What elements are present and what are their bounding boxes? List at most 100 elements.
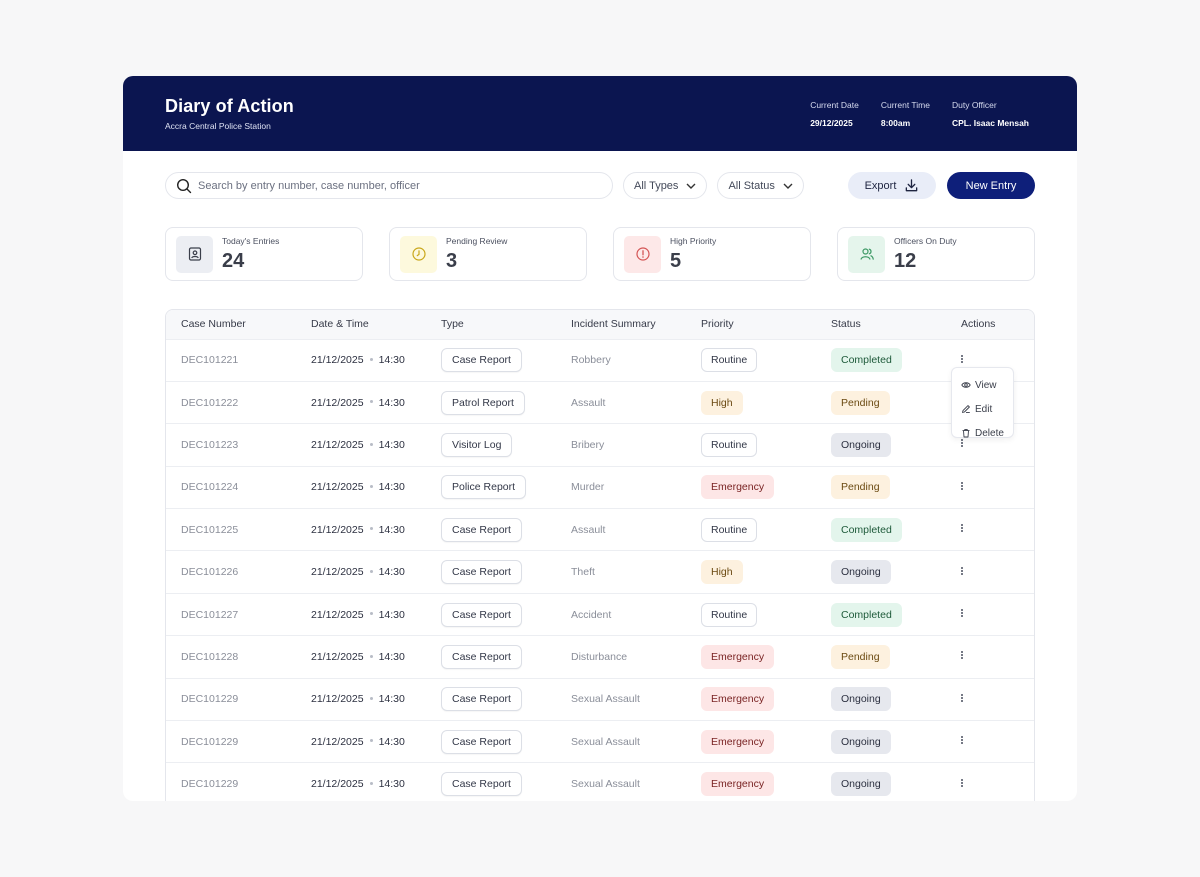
entry-date: 21/12/2025 bbox=[311, 650, 364, 663]
actions-cell bbox=[946, 677, 1034, 721]
case-number: DEC101227 bbox=[166, 592, 296, 636]
entry-date: 21/12/2025 bbox=[311, 481, 364, 494]
incident-summary: Sexual Assault bbox=[556, 677, 686, 721]
more-vertical-icon[interactable] bbox=[961, 354, 963, 364]
more-vertical-icon[interactable] bbox=[961, 650, 963, 660]
status-filter[interactable]: All Status bbox=[717, 172, 804, 199]
status-badge: Ongoing bbox=[831, 687, 891, 712]
column-header[interactable]: Type bbox=[441, 318, 464, 331]
type-cell: Case Report bbox=[426, 720, 556, 763]
search-input[interactable] bbox=[198, 179, 578, 192]
type-filter[interactable]: All Types bbox=[623, 172, 708, 199]
table-row[interactable]: DEC101225 21/12/2025 14:30 Case Report Assau… bbox=[166, 508, 1034, 551]
case-number: DEC101223 bbox=[166, 423, 296, 467]
separator-dot bbox=[369, 782, 373, 786]
entry-time: 14:30 bbox=[378, 481, 405, 494]
type-cell: Case Report bbox=[426, 592, 556, 636]
entry-date: 21/12/2025 bbox=[311, 438, 364, 451]
entry-time: 14:30 bbox=[378, 608, 405, 621]
entry-date: 21/12/2025 bbox=[311, 354, 364, 367]
separator-dot bbox=[369, 485, 373, 489]
table-row[interactable]: DEC101224 21/12/2025 14:30 Police Report Mur… bbox=[166, 465, 1034, 509]
more-vertical-icon[interactable] bbox=[961, 438, 963, 448]
case-number: DEC101229 bbox=[166, 762, 296, 801]
case-number: DEC101225 bbox=[166, 508, 296, 551]
status-cell: Completed bbox=[816, 592, 946, 636]
status-cell: Pending bbox=[816, 380, 946, 424]
date-time-cell: 21/12/2025 14:30 bbox=[296, 465, 426, 509]
more-vertical-icon[interactable] bbox=[961, 481, 963, 491]
menu-item-label: View bbox=[975, 379, 997, 391]
priority-badge: Routine bbox=[701, 348, 758, 373]
more-vertical-icon[interactable] bbox=[961, 523, 963, 533]
priority-badge: Emergency bbox=[701, 644, 775, 669]
more-vertical-icon[interactable] bbox=[961, 778, 963, 788]
table-row[interactable]: DEC101222 21/12/2025 14:30 Patrol Report Ass… bbox=[166, 380, 1034, 424]
table-row[interactable]: DEC101227 21/12/2025 14:30 Case Report Accid… bbox=[166, 592, 1034, 636]
menu-item-view[interactable]: View bbox=[952, 373, 1013, 397]
entry-date: 21/12/2025 bbox=[311, 693, 364, 706]
date-time-cell: 21/12/2025 14:30 bbox=[296, 550, 426, 594]
header-titles: Diary of Action Accra Central Police Sta… bbox=[165, 96, 294, 131]
entry-date: 21/12/2025 bbox=[311, 523, 364, 536]
table-row[interactable]: DEC101229 21/12/2025 14:30 Case Report Sexua… bbox=[166, 677, 1034, 721]
chevron-down-icon bbox=[783, 183, 793, 189]
actions-cell bbox=[946, 465, 1034, 509]
column-header[interactable]: Case Number bbox=[181, 318, 246, 331]
more-vertical-icon[interactable] bbox=[961, 566, 963, 576]
table-row[interactable]: DEC101223 21/12/2025 14:30 Visitor Log Bribe… bbox=[166, 423, 1034, 467]
status-cell: Pending bbox=[816, 635, 946, 679]
meta-duty-officer: Duty Officer CPL. Isaac Mensah bbox=[952, 100, 1029, 128]
search-icon bbox=[176, 178, 192, 193]
type-badge: Visitor Log bbox=[441, 432, 513, 457]
column-header[interactable]: Priority bbox=[701, 318, 734, 331]
priority-cell: Emergency bbox=[686, 677, 816, 721]
separator-dot bbox=[369, 569, 373, 573]
more-vertical-icon[interactable] bbox=[961, 608, 963, 618]
actions-cell bbox=[946, 592, 1034, 636]
case-number: DEC101222 bbox=[166, 380, 296, 424]
column-header[interactable]: Date & Time bbox=[311, 318, 369, 331]
stat-label: High Priority bbox=[670, 235, 717, 246]
more-vertical-icon[interactable] bbox=[961, 735, 963, 745]
row-actions-menu: View Edit Delete bbox=[951, 367, 1014, 439]
trash-icon bbox=[962, 428, 970, 438]
search-box[interactable] bbox=[165, 172, 613, 199]
download-icon bbox=[906, 179, 918, 192]
table-row[interactable]: DEC101221 21/12/2025 14:30 Case Report Robbe… bbox=[166, 338, 1034, 382]
priority-badge: Routine bbox=[701, 602, 758, 627]
priority-badge: Emergency bbox=[701, 475, 775, 500]
date-time-cell: 21/12/2025 14:30 bbox=[296, 592, 426, 636]
toolbar: All Types All Status Export New Entry bbox=[165, 172, 1035, 199]
entry-time: 14:30 bbox=[378, 396, 405, 409]
new-entry-button[interactable]: New Entry bbox=[947, 172, 1035, 199]
incident-summary: Sexual Assault bbox=[556, 762, 686, 801]
column-header[interactable]: Incident Summary bbox=[571, 318, 656, 331]
station-name: Accra Central Police Station bbox=[165, 121, 271, 131]
column-header[interactable]: Status bbox=[831, 318, 861, 331]
type-cell: Case Report bbox=[426, 635, 556, 679]
separator-dot bbox=[369, 654, 373, 658]
stat-value: 12 bbox=[894, 249, 917, 272]
type-cell: Case Report bbox=[426, 677, 556, 721]
menu-item-edit[interactable]: Edit bbox=[952, 397, 1013, 421]
type-badge: Case Report bbox=[441, 602, 522, 627]
stat-label: Today's Entries bbox=[222, 235, 280, 246]
case-number: DEC101229 bbox=[166, 677, 296, 721]
entry-time: 14:30 bbox=[378, 566, 405, 579]
stat-officers-on-duty: Officers On Duty 12 bbox=[837, 227, 1035, 281]
export-label: Export bbox=[864, 179, 897, 192]
export-button[interactable]: Export bbox=[848, 172, 936, 199]
incident-summary: Assault bbox=[556, 508, 686, 551]
table-row[interactable]: DEC101226 21/12/2025 14:30 Case Report Theft… bbox=[166, 550, 1034, 594]
table-row[interactable]: DEC101228 21/12/2025 14:30 Case Report Distu… bbox=[166, 635, 1034, 679]
type-filter-label: All Types bbox=[634, 179, 679, 192]
actions-cell bbox=[946, 508, 1034, 551]
status-badge: Completed bbox=[831, 602, 902, 627]
incident-summary: Bribery bbox=[556, 423, 686, 467]
table-row[interactable]: DEC101229 21/12/2025 14:30 Case Report Sexua… bbox=[166, 720, 1034, 763]
case-number: DEC101226 bbox=[166, 550, 296, 594]
table-row[interactable]: DEC101229 21/12/2025 14:30 Case Report Sexua… bbox=[166, 762, 1034, 801]
more-vertical-icon[interactable] bbox=[961, 693, 963, 703]
menu-item-delete[interactable]: Delete bbox=[952, 421, 1013, 445]
